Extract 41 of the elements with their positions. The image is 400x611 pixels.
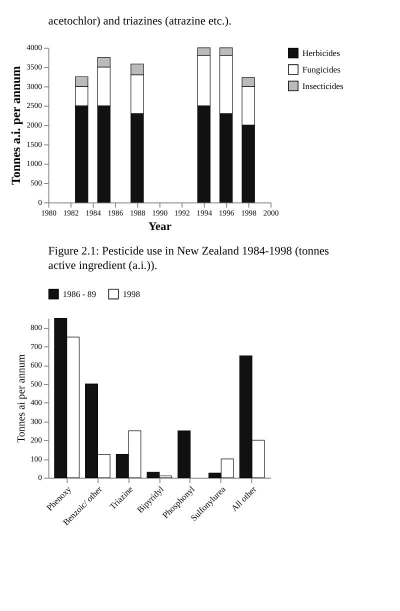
x-tick-label: 1990 [152,208,168,218]
y-tick-label: 500 [30,379,42,388]
y-axis-title: Tonnes ai per annum [16,353,28,443]
text: acetochlor) and triazines (atrazine etc.). [48,14,232,28]
y-tick-label: 800 [30,323,42,332]
legend-label: 1986 - 89 [62,289,96,300]
legend-label: 1998 [122,289,141,300]
x-tick-label: 1992 [174,208,190,218]
y-tick-label: 200 [30,436,42,445]
legend-label: Herbicides [302,48,341,58]
y-tick-label: 1500 [26,140,42,149]
x-tick-label: 1984 [86,208,102,218]
x-tick-label: 1996 [218,208,234,218]
y-tick-label: 400 [30,398,42,408]
bar [178,430,191,478]
x-tick-label: All other [229,484,258,514]
y-tick-label: 2500 [26,101,42,110]
caption: Figure 2.1: Pesticide use in New Zealand 1984-1998 (tonnes active ingredient (a.i.)). [48,244,330,272]
x-tick-label: 1980 [41,208,57,218]
y-tick-label: 100 [30,454,42,464]
y-axis-title: Tonnes a.i. per annum [8,66,23,185]
x-tick-label: 1982 [63,208,79,218]
x-tick-label: 1986 [108,208,124,218]
y-tick-label: 0 [38,473,42,482]
y-tick-label: 600 [30,360,42,370]
y-tick-label: 3000 [26,82,42,91]
x-tick-label: 1988 [130,208,146,218]
y-tick-label: 1000 [26,159,42,168]
y-tick-label: 300 [30,416,42,426]
y-tick-label: 4000 [26,43,42,52]
legend-label: Fungicides [302,64,342,74]
x-tick-label: 1994 [196,208,212,218]
x-tick-label: 1998 [241,208,257,218]
y-tick-label: 700 [30,342,42,351]
x-axis-title: Year [148,220,172,233]
y-tick-label: 3500 [26,62,42,72]
y-tick-label: 2000 [26,120,42,130]
y-tick-label: 0 [38,198,42,207]
legend-label: Insecticides [302,80,344,91]
y-tick-label: 500 [30,178,42,188]
x-tick-label: 2000 [263,208,279,218]
